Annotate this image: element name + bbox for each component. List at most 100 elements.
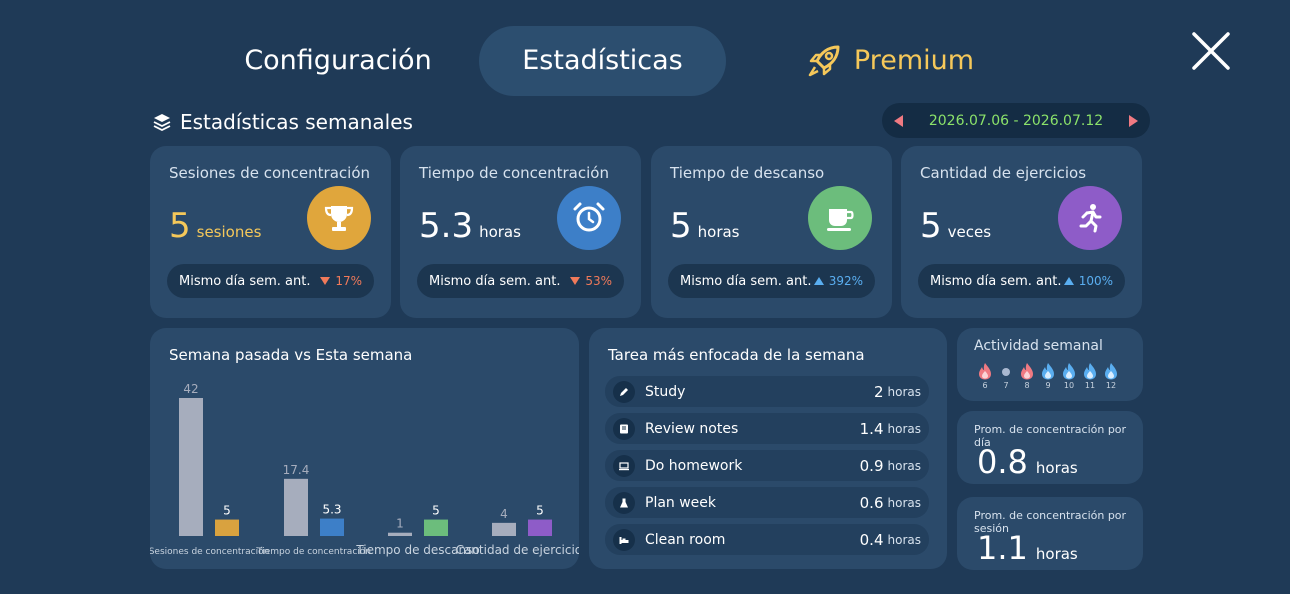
compare-pill: Mismo día sem. ant. 17% (167, 264, 374, 298)
activity-days: 6 7 8 9 10 11 12 (977, 362, 1119, 390)
flame-icon (1063, 363, 1075, 380)
task-row-do-homework[interactable]: Do homework 0.9 horas (605, 450, 929, 481)
section-header: Estadísticas semanales (152, 108, 413, 136)
task-row-study[interactable]: Study 2 horas (605, 376, 929, 407)
tasks-title: Tarea más enfocada de la semana (608, 346, 865, 364)
next-week-icon[interactable] (1129, 114, 1138, 127)
activity-day: 8 (1019, 362, 1035, 390)
task-hours: 1.4 (859, 419, 884, 438)
close-icon[interactable] (1190, 30, 1232, 72)
day-label: 9 (1045, 381, 1051, 390)
day-label: 8 (1024, 381, 1030, 390)
task-hours: 0.6 (859, 493, 884, 512)
activity-day: 9 (1040, 362, 1056, 390)
weekly-activity-card: Actividad semanal 6 7 8 9 10 11 12 (957, 328, 1143, 401)
chart-value-label: 4 (500, 507, 508, 521)
chart-bar (320, 518, 344, 536)
day-label: 12 (1105, 381, 1117, 390)
trophy-icon (307, 186, 371, 250)
activity-title: Actividad semanal (974, 338, 1103, 354)
flame-icon (1042, 363, 1054, 380)
empty-dot-icon (1002, 368, 1010, 376)
chart-title: Semana pasada vs Esta semana (169, 346, 413, 364)
decrease-icon (320, 277, 331, 285)
chart-bar (492, 522, 516, 536)
activity-day: 11 (1082, 362, 1098, 390)
stat-value: 5.3 horas (419, 206, 521, 246)
chart-value-label: 5.3 (322, 503, 341, 517)
rocket-icon (808, 45, 840, 77)
increase-icon (1063, 277, 1074, 285)
previous-week-icon[interactable] (894, 114, 903, 127)
chart-category-label: Tiempo de concentración (256, 546, 371, 557)
layers-icon (153, 114, 171, 132)
chart-bar (424, 519, 448, 536)
chart-value-label: 42 (183, 382, 198, 396)
flame-icon (1021, 363, 1033, 380)
laptop-icon (613, 454, 635, 477)
task-hours: 0.9 (859, 456, 884, 475)
stat-card-focus-time: Tiempo de concentración 5.3 horas Mismo … (400, 146, 641, 318)
flame-icon (1105, 363, 1117, 380)
task-unit: horas (887, 495, 922, 510)
chart-value-label: 5 (536, 504, 544, 518)
task-unit: horas (887, 532, 922, 547)
pencil-icon (613, 380, 635, 403)
comparison-chart: 42 5 Sesiones de concentración 17.4 5.3 Tiemp… (150, 382, 579, 557)
alarm-clock-icon (557, 186, 621, 250)
avg-per-session-card: Prom. de concentración por sesión 1.1 ho… (957, 497, 1143, 570)
avg-per-session-value: 1.1 horas (977, 529, 1078, 567)
top-tasks-card: Tarea más enfocada de la semana Study 2 … (589, 328, 947, 569)
chart-bar (388, 532, 412, 536)
avg-per-day-label: Prom. de concentración por día (974, 423, 1127, 449)
activity-day: 6 (977, 362, 993, 390)
day-label: 10 (1063, 381, 1075, 390)
coffee-cup-icon (808, 186, 872, 250)
chart-bar (528, 519, 552, 536)
section-title: Estadísticas semanales (180, 110, 413, 134)
avg-per-day-card: Prom. de concentración por día 0.8 horas (957, 411, 1143, 484)
stat-card-exercises: Cantidad de ejercicios 5 veces Mismo día… (901, 146, 1142, 318)
activity-day: 10 (1061, 362, 1077, 390)
date-range: 2026.07.06 - 2026.07.12 (928, 112, 1104, 129)
task-row-plan-week[interactable]: Plan week 0.6 horas (605, 487, 929, 518)
stat-label: Tiempo de concentración (419, 164, 609, 182)
task-hours: 2 (873, 382, 884, 401)
running-icon (1058, 186, 1122, 250)
task-unit: horas (887, 384, 922, 399)
day-label: 11 (1084, 381, 1096, 390)
chart-bar (215, 519, 239, 536)
task-name: Do homework (645, 457, 743, 474)
compare-pill: Mismo día sem. ant. 392% (668, 264, 875, 298)
chart-value-label: 1 (396, 517, 404, 531)
task-unit: horas (887, 458, 922, 473)
stat-label: Cantidad de ejercicios (920, 164, 1087, 182)
tab-configuracion[interactable]: Configuración (244, 45, 432, 76)
task-row-review-notes[interactable]: Review notes 1.4 horas (605, 413, 929, 444)
stat-label: Sesiones de concentración (169, 164, 370, 182)
chart-category-label: Sesiones de concentración (150, 546, 269, 557)
avg-per-session-label: Prom. de concentración por sesión (974, 509, 1127, 535)
task-row-clean-room[interactable]: Clean room 0.4 horas (605, 524, 929, 555)
stat-value: 5 horas (670, 206, 740, 246)
compare-pill: Mismo día sem. ant. 53% (417, 264, 624, 298)
flame-icon (979, 363, 991, 380)
comparison-chart-card: 42 5 Sesiones de concentración 17.4 5.3 Tiemp… (150, 328, 579, 569)
tab-premium[interactable]: Premium (800, 26, 980, 96)
activity-day: 12 (1103, 362, 1119, 390)
flask-icon (613, 491, 635, 514)
date-navigator: 2026.07.06 - 2026.07.12 (882, 103, 1150, 138)
task-name: Plan week (645, 494, 717, 511)
task-name: Study (645, 383, 686, 400)
flame-icon (1084, 363, 1096, 380)
tab-estadisticas[interactable]: Estadísticas (479, 26, 726, 96)
premium-label: Premium (853, 45, 975, 76)
task-name: Review notes (645, 420, 739, 437)
chart-value-label: 5 (432, 504, 440, 518)
book-icon (613, 417, 635, 440)
chart-bar (284, 478, 308, 536)
chart-value-label: 17.4 (283, 463, 310, 477)
decrease-icon (570, 277, 581, 285)
stat-label: Tiempo de descanso (670, 164, 825, 182)
increase-icon (813, 277, 824, 285)
